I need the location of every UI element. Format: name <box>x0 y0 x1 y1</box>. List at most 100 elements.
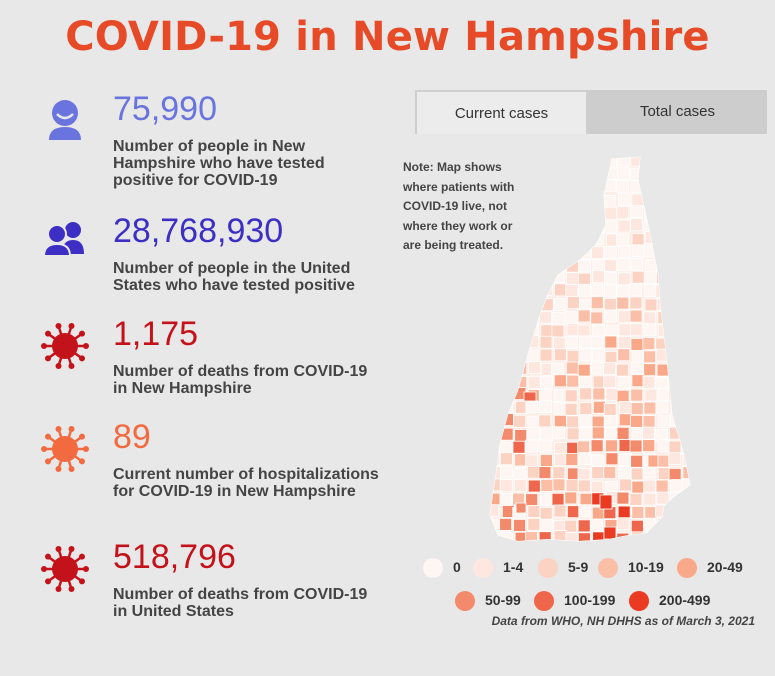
town-cell <box>682 530 690 541</box>
town-cell <box>500 285 514 299</box>
town-cell <box>490 219 502 233</box>
town-cell <box>603 298 617 311</box>
town-cell <box>670 192 683 206</box>
town-cell <box>566 441 580 455</box>
town-cell <box>618 439 632 452</box>
town-cell <box>577 468 591 481</box>
town-cell <box>592 323 606 337</box>
town-cell <box>630 205 644 218</box>
town-cell <box>490 270 501 283</box>
town-cell <box>578 272 591 286</box>
town-cell <box>604 335 618 349</box>
town-cell <box>683 298 690 311</box>
town-cell <box>538 271 552 285</box>
town-cell <box>499 245 513 259</box>
town-cell <box>490 532 500 541</box>
town-cell <box>681 206 690 220</box>
town-cell <box>643 323 657 337</box>
town-cell <box>499 336 513 349</box>
town-cell <box>604 206 618 220</box>
town-cell <box>592 194 605 208</box>
town-cell <box>565 194 579 208</box>
town-cell <box>682 335 690 349</box>
town-cell <box>527 376 541 390</box>
town-cell <box>565 453 579 466</box>
town-cell <box>553 206 567 220</box>
legend-swatch <box>538 558 558 578</box>
town-cell <box>656 231 670 245</box>
town-cell <box>539 168 553 182</box>
town-cell <box>578 246 592 260</box>
town-cell <box>527 194 541 207</box>
town-cell <box>616 206 630 220</box>
town-cell <box>683 349 690 362</box>
town-cell <box>525 493 539 507</box>
town-cell <box>554 414 567 428</box>
town-cell <box>513 309 526 323</box>
town-cell <box>525 157 539 169</box>
legend-label: 10-19 <box>628 559 664 575</box>
town-cell <box>490 310 500 324</box>
town-cell <box>552 478 566 492</box>
town-cell <box>630 402 644 415</box>
town-cell <box>655 400 669 414</box>
town-cell <box>631 193 645 207</box>
town-cell <box>657 324 671 338</box>
town-cell <box>577 519 591 533</box>
town-cell <box>490 296 500 310</box>
town-cell <box>616 285 630 298</box>
town-cell <box>619 478 632 492</box>
town-cell <box>513 467 527 480</box>
town-cell <box>490 193 499 207</box>
town-cell <box>501 350 515 364</box>
town-cell <box>565 532 579 541</box>
legend-label: 100-199 <box>564 592 616 608</box>
town-cell <box>643 311 657 325</box>
town-cell <box>669 364 683 377</box>
town-cell <box>656 167 669 181</box>
town-cell <box>695 532 698 544</box>
town-cell <box>578 504 592 518</box>
town-cell <box>553 179 567 193</box>
town-cell <box>490 389 501 403</box>
town-cell <box>619 453 632 466</box>
legend-swatch <box>455 591 475 611</box>
town-cell <box>604 271 617 285</box>
town-cell <box>490 376 500 390</box>
page-title: COVID-19 in New Hampshire <box>65 14 710 60</box>
town-cell <box>554 194 567 208</box>
town-cell <box>695 260 698 272</box>
town-cell <box>683 312 690 325</box>
town-cell <box>655 337 669 351</box>
town-cell <box>656 193 670 207</box>
town-cell <box>591 426 605 440</box>
town-cell <box>539 335 553 349</box>
town-cell <box>683 257 690 271</box>
town-cell <box>682 519 690 533</box>
town-cell <box>616 517 630 531</box>
legend-swatch <box>423 558 443 578</box>
town-cell <box>670 479 683 492</box>
town-cell <box>552 231 566 245</box>
town-cell <box>553 348 567 362</box>
legend-label: 0 <box>453 559 461 575</box>
town-cell <box>631 350 645 364</box>
town-cell <box>499 518 513 531</box>
town-cell <box>616 389 630 403</box>
tab-current-cases[interactable]: Current cases <box>415 90 588 134</box>
town-cell <box>668 169 682 182</box>
tab-total-cases[interactable]: Total cases <box>588 90 767 134</box>
town-cell <box>669 231 683 245</box>
town-cell <box>642 532 656 541</box>
town-cell <box>604 350 618 364</box>
town-cell <box>538 310 552 324</box>
town-cell <box>616 532 630 541</box>
town-cell <box>696 428 698 440</box>
town-cell <box>631 361 644 375</box>
town-cell <box>590 181 604 195</box>
town-cell-highlight <box>523 391 537 402</box>
town-cell <box>577 363 591 377</box>
town-cell <box>655 376 669 390</box>
town-cell <box>695 466 698 478</box>
town-cell <box>697 323 698 335</box>
